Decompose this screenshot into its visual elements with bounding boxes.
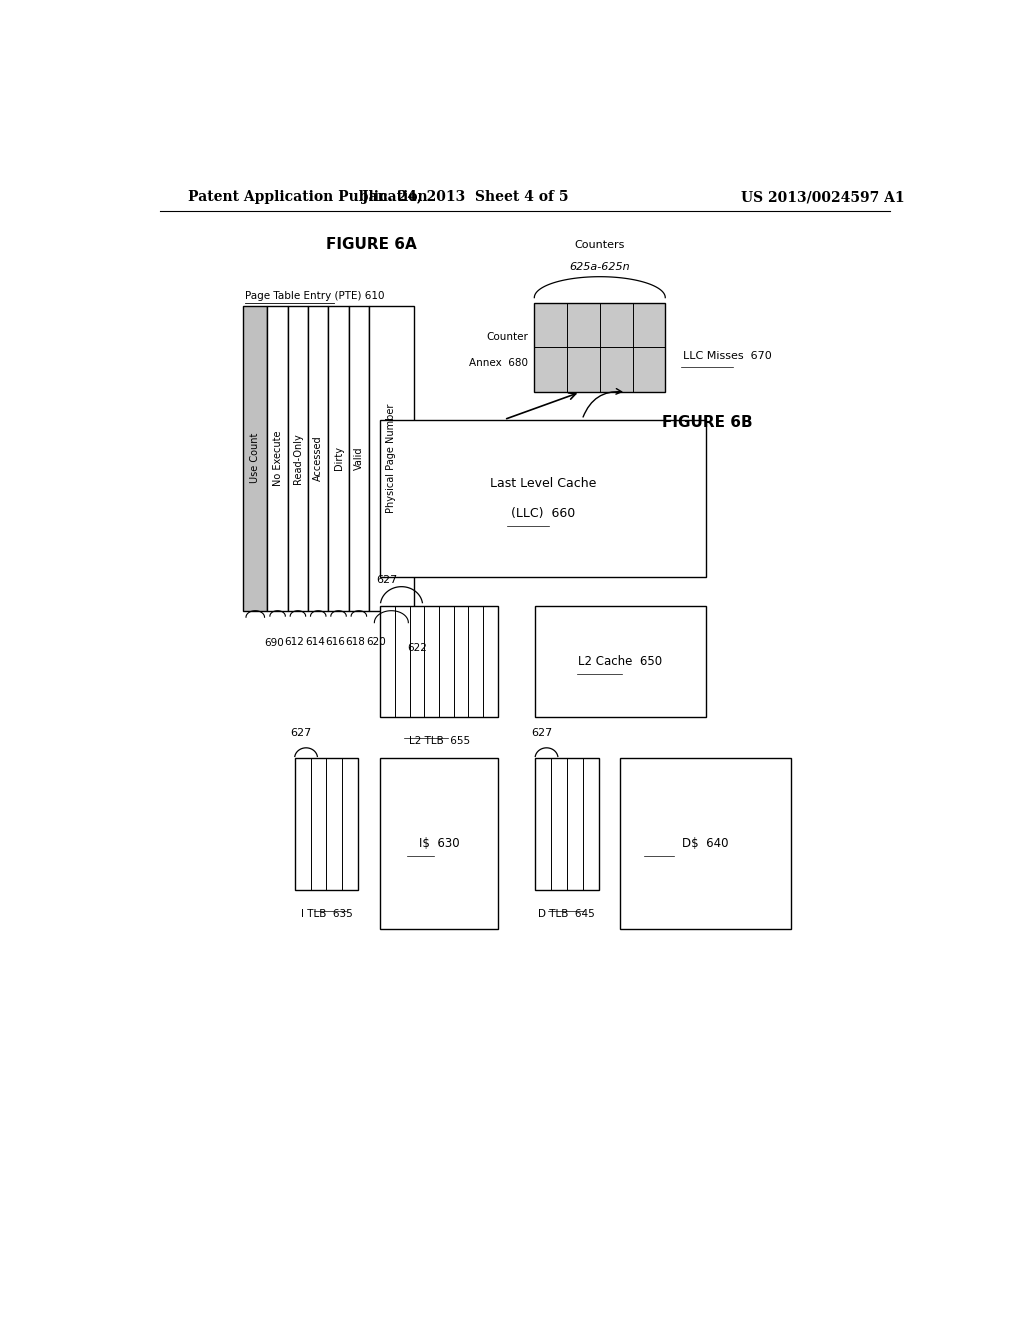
Bar xyxy=(380,606,498,718)
Text: FIGURE 6B: FIGURE 6B xyxy=(662,416,753,430)
Bar xyxy=(536,758,599,890)
Text: Last Level Cache: Last Level Cache xyxy=(489,477,596,490)
Bar xyxy=(536,606,706,718)
Text: 620: 620 xyxy=(366,636,386,647)
Bar xyxy=(308,306,329,611)
Text: I TLB  635: I TLB 635 xyxy=(300,908,352,919)
Text: Annex  680: Annex 680 xyxy=(469,358,528,368)
Bar xyxy=(329,306,349,611)
Text: Dirty: Dirty xyxy=(334,446,343,470)
Text: Physical Page Number: Physical Page Number xyxy=(386,404,396,513)
Text: 614: 614 xyxy=(305,636,325,647)
Text: L2 TLB  655: L2 TLB 655 xyxy=(409,735,470,746)
Bar xyxy=(380,420,706,577)
Text: Read-Only: Read-Only xyxy=(293,433,303,483)
Text: Use Count: Use Count xyxy=(250,433,260,483)
Text: (LLC)  660: (LLC) 660 xyxy=(511,507,575,520)
Text: No Execute: No Execute xyxy=(272,430,283,486)
Text: 627: 627 xyxy=(377,576,397,585)
Text: L2 Cache  650: L2 Cache 650 xyxy=(579,655,663,668)
Text: 627: 627 xyxy=(531,727,552,738)
Text: US 2013/0024597 A1: US 2013/0024597 A1 xyxy=(740,190,904,205)
Bar xyxy=(288,306,308,611)
Text: 622: 622 xyxy=(407,643,427,653)
Bar xyxy=(380,758,498,929)
Bar xyxy=(349,306,369,611)
Bar xyxy=(267,306,288,611)
Bar xyxy=(295,758,358,890)
Text: 627: 627 xyxy=(291,727,312,738)
Text: LLC Misses  670: LLC Misses 670 xyxy=(683,351,771,362)
Text: Jan. 24, 2013  Sheet 4 of 5: Jan. 24, 2013 Sheet 4 of 5 xyxy=(362,190,568,205)
Text: 618: 618 xyxy=(346,636,366,647)
Text: FIGURE 6A: FIGURE 6A xyxy=(326,238,417,252)
Text: Counter: Counter xyxy=(486,333,528,342)
Text: Page Table Entry (PTE) 610: Page Table Entry (PTE) 610 xyxy=(245,290,384,301)
Text: 616: 616 xyxy=(326,636,345,647)
Text: Accessed: Accessed xyxy=(313,436,324,480)
Text: 625a-625n: 625a-625n xyxy=(569,263,630,272)
Text: I$  630: I$ 630 xyxy=(419,837,460,850)
Text: D$  640: D$ 640 xyxy=(682,837,729,850)
Bar xyxy=(243,306,267,611)
Bar xyxy=(620,758,791,929)
Text: 690: 690 xyxy=(264,638,284,648)
Bar xyxy=(535,302,666,392)
Text: 612: 612 xyxy=(285,636,304,647)
Bar xyxy=(369,306,414,611)
Text: Counters: Counters xyxy=(574,240,625,249)
Text: D TLB  645: D TLB 645 xyxy=(539,908,595,919)
Text: Valid: Valid xyxy=(354,446,364,470)
Text: Patent Application Publication: Patent Application Publication xyxy=(187,190,427,205)
